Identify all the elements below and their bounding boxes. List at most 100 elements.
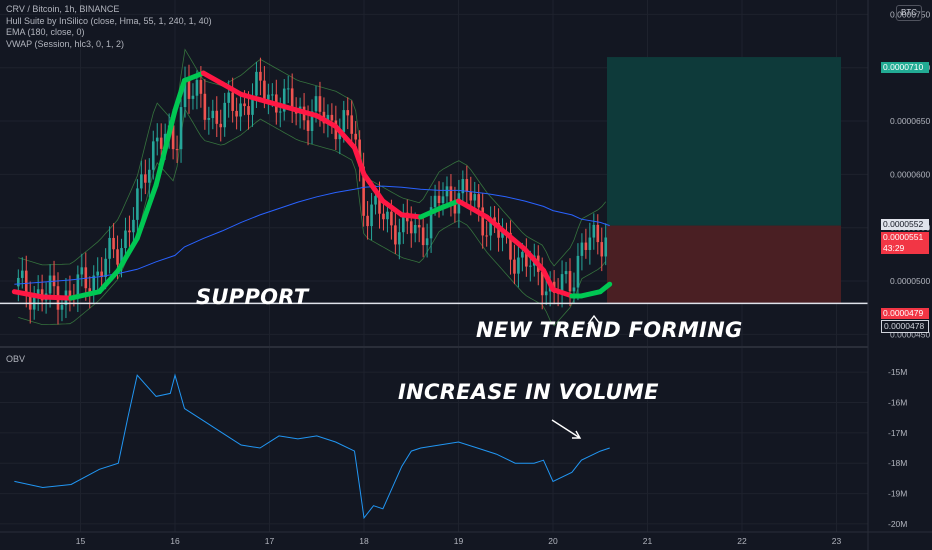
candle-body bbox=[525, 251, 528, 267]
candle-body bbox=[306, 120, 310, 131]
candle-body bbox=[147, 169, 151, 183]
hull-segment bbox=[68, 289, 102, 301]
candle-body bbox=[394, 225, 397, 245]
candle-body bbox=[211, 110, 215, 119]
hull-segment bbox=[276, 102, 301, 113]
obv-tick: -16M bbox=[888, 398, 907, 408]
ema-price-tag[interactable]: 0.0000552 bbox=[881, 219, 929, 230]
candle-body bbox=[271, 94, 274, 96]
candle-body bbox=[441, 196, 445, 203]
hull-segment bbox=[465, 203, 490, 220]
hull-segment bbox=[257, 97, 282, 108]
ema-line[interactable] bbox=[14, 185, 610, 285]
candle-body bbox=[60, 305, 64, 310]
candle-body bbox=[151, 141, 155, 170]
time-tick: 21 bbox=[643, 536, 653, 546]
profit-zone[interactable] bbox=[607, 57, 841, 226]
candle-body bbox=[48, 275, 52, 294]
target-price-tag[interactable]: 0.0000710 bbox=[881, 62, 929, 73]
candle-body bbox=[24, 270, 28, 294]
support-annotation[interactable]: SUPPORT bbox=[196, 285, 309, 309]
loss-zone[interactable] bbox=[607, 225, 841, 304]
candle-body bbox=[497, 223, 500, 238]
candle-body bbox=[251, 95, 254, 115]
indicator-ema[interactable]: EMA (180, close, 0) bbox=[6, 27, 85, 37]
candle-body bbox=[378, 196, 381, 214]
stop-price-tag[interactable]: 0.0000479 bbox=[881, 308, 929, 319]
hull-segment bbox=[314, 113, 339, 129]
candle-body bbox=[501, 232, 504, 238]
indicator-hull[interactable]: Hull Suite by InSilico (close, Hma, 55, … bbox=[6, 15, 212, 26]
obv-pane-title[interactable]: OBV bbox=[6, 354, 26, 364]
price-tick: 0.0000650 bbox=[890, 116, 930, 126]
candle-body bbox=[374, 196, 377, 205]
candle-body bbox=[104, 258, 107, 278]
time-tick: 17 bbox=[265, 536, 275, 546]
trend-arrow-icon bbox=[587, 314, 601, 325]
time-tick: 22 bbox=[737, 536, 747, 546]
candle-body bbox=[453, 201, 457, 214]
chart-legend: CRV / Bitcoin, 1h, BINANCE Hull Suite by… bbox=[6, 4, 212, 50]
price-axis[interactable]: 0.00007500.00007000.00006500.00006000.00… bbox=[890, 9, 930, 339]
candle-body bbox=[267, 94, 270, 100]
candle-body bbox=[568, 271, 572, 292]
annotation-arrows bbox=[551, 314, 601, 439]
hull-segment bbox=[96, 267, 121, 295]
time-axis[interactable]: 15 16 17 18 19 20 21 22 23 bbox=[76, 536, 842, 546]
candle-body bbox=[445, 186, 449, 197]
candle-body bbox=[398, 232, 401, 245]
candle-body bbox=[493, 217, 496, 224]
candle-body bbox=[592, 224, 596, 238]
candle-body bbox=[342, 110, 346, 133]
candle-body bbox=[429, 207, 433, 239]
hull-segment bbox=[541, 267, 556, 293]
candle-body bbox=[449, 186, 453, 202]
candle-body bbox=[219, 123, 223, 128]
candle-body bbox=[580, 242, 584, 256]
support-price-tag[interactable]: 0.0000478 bbox=[881, 320, 929, 333]
obv-line[interactable] bbox=[14, 373, 610, 520]
volume-annotation[interactable]: INCREASE IN VOLUME bbox=[398, 380, 659, 404]
candle-body bbox=[243, 103, 246, 107]
obv-tick: -18M bbox=[888, 458, 907, 468]
price-tick: 0.0000450 bbox=[890, 329, 930, 339]
currency-badge[interactable]: BTC bbox=[896, 5, 922, 21]
symbol-title[interactable]: CRV / Bitcoin, 1h, BINANCE bbox=[6, 4, 120, 14]
candle-body bbox=[124, 230, 127, 249]
trend-annotation[interactable]: NEW TREND FORMING bbox=[476, 318, 743, 342]
hull-segment bbox=[522, 246, 547, 273]
hull-segment bbox=[597, 281, 613, 295]
candle-body bbox=[318, 96, 322, 112]
hull-segment bbox=[333, 123, 358, 151]
candle-body bbox=[509, 232, 512, 260]
candle-body bbox=[366, 215, 369, 227]
candle-body bbox=[132, 219, 135, 233]
candle-body bbox=[259, 71, 262, 81]
obv-axis[interactable]: -15M -16M -17M -18M -19M -20M bbox=[888, 367, 907, 529]
volume-arrow-icon bbox=[551, 419, 582, 439]
candle-body bbox=[195, 80, 199, 96]
candle-body bbox=[477, 194, 481, 208]
hull-segment bbox=[361, 171, 386, 204]
long-position-tool[interactable] bbox=[607, 57, 841, 304]
hull-segment bbox=[11, 289, 46, 300]
vwap-lower-band bbox=[18, 108, 607, 327]
candle-body bbox=[179, 107, 183, 150]
current-price-tag[interactable]: 0.0000551 bbox=[881, 232, 929, 243]
price-tick: 0.0000600 bbox=[890, 169, 930, 179]
candle-body bbox=[187, 79, 191, 99]
hull-segment bbox=[153, 107, 178, 188]
hull-segment bbox=[418, 205, 443, 220]
candle-body bbox=[529, 265, 532, 267]
candle-body bbox=[386, 211, 389, 220]
indicator-vwap[interactable]: VWAP (Session, hlc3, 0, 1, 2) bbox=[6, 38, 125, 49]
candle-body bbox=[564, 271, 568, 275]
hull-segment bbox=[40, 294, 74, 301]
candle-body bbox=[76, 274, 80, 298]
hull-segment bbox=[200, 70, 225, 87]
hull-segment bbox=[550, 287, 575, 299]
candle-body bbox=[433, 195, 437, 208]
candle-body bbox=[28, 293, 32, 310]
candle-body bbox=[171, 125, 175, 150]
